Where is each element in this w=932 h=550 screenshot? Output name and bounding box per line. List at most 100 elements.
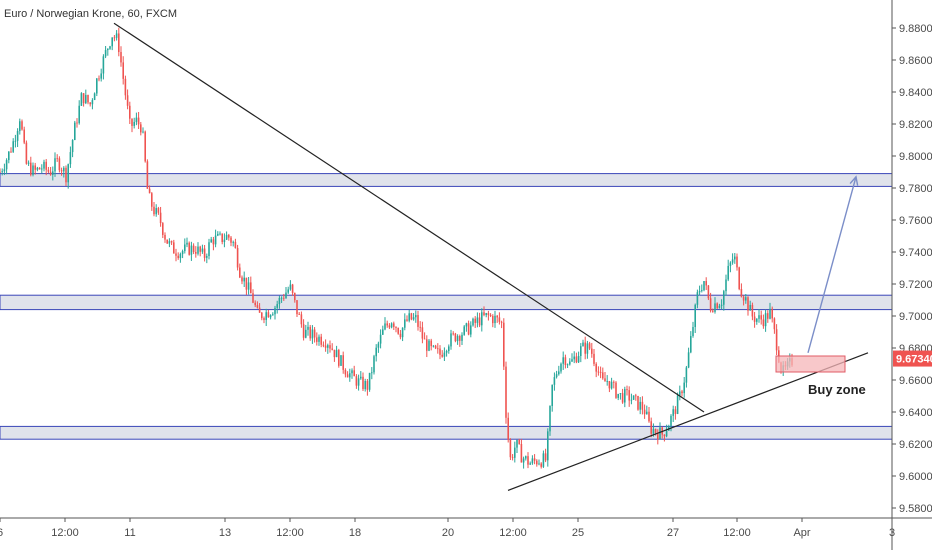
candle-body <box>157 208 160 213</box>
candle-body <box>749 304 751 311</box>
candle-body <box>599 371 602 373</box>
candle-body <box>597 371 600 373</box>
candle-body <box>604 378 606 382</box>
candle-body <box>487 313 490 316</box>
candle-body <box>401 327 404 338</box>
candle-body <box>624 389 626 403</box>
candle-body <box>210 239 212 243</box>
candle-body <box>762 319 765 327</box>
candle-body <box>261 312 263 319</box>
x-tick-label: 27 <box>667 527 679 539</box>
candle-body <box>47 169 50 172</box>
candle-body <box>467 323 470 335</box>
candle-body <box>520 443 523 463</box>
candle-body <box>408 313 410 321</box>
candle-body <box>489 315 492 317</box>
candle-body <box>283 297 285 299</box>
candle-body <box>89 102 91 105</box>
candle-body <box>503 322 505 367</box>
candle-body <box>514 447 516 458</box>
candle-body <box>694 304 696 328</box>
candle-body <box>742 296 745 301</box>
candle-body <box>63 167 65 172</box>
y-tick-label: 9.62000 <box>899 439 932 451</box>
candle-body <box>151 193 153 207</box>
candle-body <box>179 254 182 259</box>
candle-body <box>562 357 564 364</box>
candle-body <box>566 364 569 366</box>
candle-body <box>276 304 278 308</box>
x-tick-label: 18 <box>349 527 361 539</box>
candle-body <box>228 234 230 238</box>
candle-body <box>703 281 705 291</box>
candle-body <box>71 140 74 153</box>
candle-body <box>707 285 710 299</box>
candle-body <box>417 315 419 327</box>
candlesticks <box>0 27 793 469</box>
candle-body <box>135 117 138 122</box>
candle-body <box>49 171 52 175</box>
candle-body <box>10 151 12 153</box>
candle-body <box>672 409 674 416</box>
x-tick-label: 3 <box>889 527 895 539</box>
candle-body <box>771 308 773 319</box>
candle-body <box>648 411 650 422</box>
candle-body <box>448 346 450 351</box>
projection-arrow-line <box>807 176 857 353</box>
candle-body <box>470 325 472 335</box>
candle-body <box>1 171 3 173</box>
candle-body <box>441 354 443 357</box>
candle-body <box>709 298 712 311</box>
trendline <box>113 22 705 413</box>
candle-body <box>481 312 483 326</box>
y-tick-label: 9.70000 <box>899 311 932 323</box>
candle-body <box>725 279 727 292</box>
candle-body <box>529 463 531 465</box>
candle-body <box>45 161 47 170</box>
candle-body <box>109 46 111 49</box>
candle-body <box>670 415 672 427</box>
candle-body <box>137 117 140 125</box>
candle-body <box>769 308 771 319</box>
candle-body <box>716 303 718 309</box>
candle-body <box>734 256 736 260</box>
candle-body <box>199 246 201 252</box>
candle-body <box>258 307 261 313</box>
candle-body <box>767 313 769 319</box>
candle-body <box>415 315 417 318</box>
candle-body <box>696 292 699 305</box>
candle-body <box>126 95 129 106</box>
candle-body <box>428 340 430 351</box>
candle-body <box>153 206 155 215</box>
candle-body <box>320 336 322 345</box>
candle-body <box>461 334 463 341</box>
candle-body <box>285 292 287 299</box>
candle-body <box>423 338 426 340</box>
candle-body <box>621 393 624 403</box>
candle-body <box>637 395 639 410</box>
candle-body <box>619 393 622 394</box>
candle-body <box>580 346 582 357</box>
candle-body <box>555 374 558 378</box>
candle-body <box>100 73 102 79</box>
candle-body <box>635 395 637 397</box>
candle-body <box>236 248 239 268</box>
candle-body <box>595 363 597 372</box>
candle-body <box>465 323 468 327</box>
candle-body <box>368 372 371 390</box>
candle-body <box>294 292 296 301</box>
candle-body <box>701 290 703 291</box>
candle-body <box>536 460 538 465</box>
candle-body <box>250 282 252 294</box>
current-price-tag <box>893 350 932 367</box>
candle-body <box>175 253 177 256</box>
candle-body <box>60 170 63 172</box>
zone-band <box>0 425 893 440</box>
candle-body <box>85 94 87 104</box>
candle-body <box>432 345 435 347</box>
candle-body <box>186 242 188 245</box>
candle-body <box>650 421 652 434</box>
candle-body <box>188 242 190 255</box>
buy-zone-box <box>775 355 846 373</box>
